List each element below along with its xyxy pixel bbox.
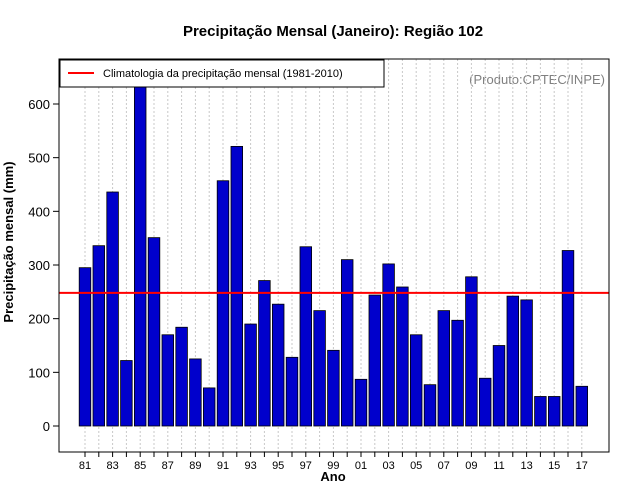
y-tick-label-500: 500	[28, 151, 50, 166]
bar-88	[175, 326, 188, 427]
x-tick-label-03: 03	[382, 460, 394, 472]
bar-95	[271, 303, 285, 427]
bar-03	[382, 263, 395, 427]
x-tick-label-13: 13	[520, 460, 532, 472]
x-tick-label-15: 15	[548, 460, 560, 472]
bar-98	[313, 310, 326, 427]
bar-14	[534, 396, 547, 427]
bar-92	[230, 145, 244, 427]
bar-02	[368, 294, 382, 427]
grid-lines	[84, 59, 583, 452]
chart-title: Precipitação Mensal (Janeiro): Região 10…	[183, 23, 483, 40]
bar-81	[78, 267, 92, 427]
bar-series	[78, 86, 589, 427]
y-tick-label-300: 300	[28, 258, 50, 273]
legend-label: Climatologia da precipitação mensal (198…	[103, 68, 343, 80]
y-tick-label-0: 0	[43, 419, 50, 434]
bar-06	[423, 384, 437, 427]
plot-frame	[58, 58, 610, 453]
bar-82	[92, 245, 106, 427]
bar-96	[285, 356, 299, 427]
bar-91	[216, 180, 230, 427]
bar-85	[133, 86, 147, 427]
bar-04	[396, 286, 409, 427]
bar-12	[506, 295, 520, 427]
x-tick-label-01: 01	[355, 460, 367, 472]
x-tick-label-99: 99	[327, 460, 339, 472]
y-tick-label-200: 200	[28, 312, 50, 327]
x-tick-label-07: 07	[438, 460, 450, 472]
x-tick-label-11: 11	[493, 460, 504, 472]
x-tick-label-05: 05	[410, 460, 422, 472]
bar-83	[106, 191, 119, 427]
bar-97	[299, 246, 313, 427]
bar-13	[520, 299, 533, 427]
x-tick-label-87: 87	[162, 460, 174, 472]
bar-16	[561, 250, 575, 427]
x-tick-label-93: 93	[244, 460, 256, 472]
legend: Climatologia da precipitação mensal (198…	[59, 59, 385, 88]
bar-08	[451, 319, 464, 427]
bar-17	[575, 385, 589, 427]
bar-07	[437, 310, 451, 427]
x-axis-label: Ano	[320, 469, 345, 484]
bar-05	[409, 334, 423, 427]
bar-93	[244, 323, 257, 427]
x-tick-label-95: 95	[272, 460, 284, 472]
bar-15	[548, 396, 561, 427]
bar-09	[465, 276, 478, 427]
x-tick-label-97: 97	[300, 460, 312, 472]
bar-11	[492, 345, 506, 427]
bar-10	[478, 377, 492, 427]
legend-box	[59, 59, 385, 88]
x-tick-label-89: 89	[189, 460, 201, 472]
x-tick-label-81: 81	[79, 460, 91, 472]
x-tick-label-17: 17	[576, 460, 588, 472]
bar-99	[327, 349, 340, 427]
bar-89	[189, 358, 202, 427]
bar-86	[147, 237, 161, 427]
credit-label: (Produto:CPTEC/INPE)	[469, 72, 605, 87]
bar-87	[161, 334, 175, 427]
x-tick-label-85: 85	[134, 460, 146, 472]
axes: 0 100 200 300 400 500 600 81 83 85 87 89 91 93 95 97 99 0…	[28, 58, 610, 472]
bar-94	[258, 280, 271, 427]
y-axis-label: Precipitação mensal (mm)	[1, 161, 16, 322]
bar-84	[120, 360, 133, 427]
bar-00	[340, 259, 354, 427]
y-tick-label-400: 400	[28, 204, 50, 219]
x-tick-label-09: 09	[465, 460, 477, 472]
x-tick-label-91: 91	[217, 460, 229, 472]
y-tick-label-600: 600	[28, 97, 50, 112]
bar-01	[354, 378, 368, 427]
y-tick-label-100: 100	[28, 365, 50, 380]
bar-90	[202, 387, 216, 427]
x-tick-label-83: 83	[106, 460, 118, 472]
